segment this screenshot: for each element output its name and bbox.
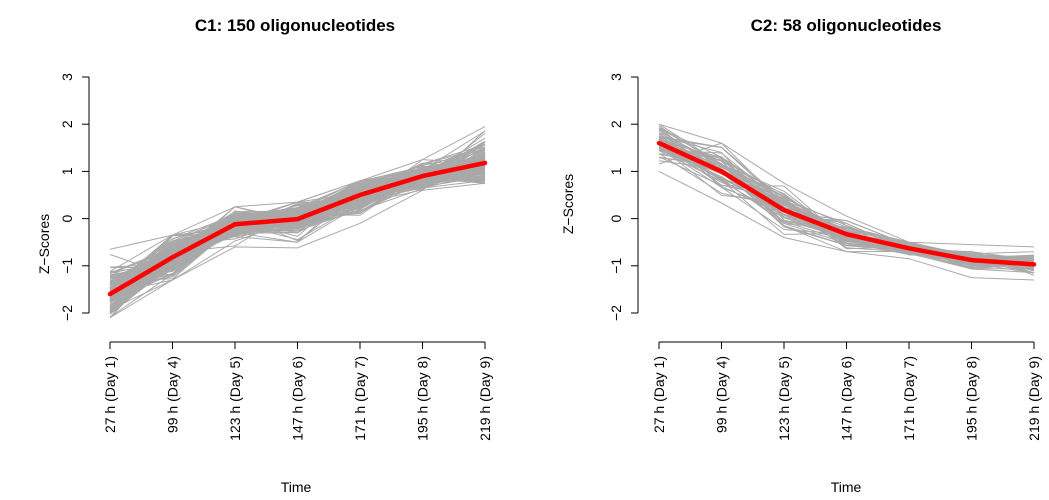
y-tick-label: 3: [59, 73, 75, 81]
x-tick-label: 171 h (Day 7): [352, 356, 368, 441]
x-tick-label: 147 h (Day 6): [839, 356, 855, 441]
x-axis-label: Time: [831, 479, 862, 495]
x-tick-label: 147 h (Day 6): [290, 356, 306, 441]
y-tick-label: 0: [59, 214, 75, 222]
x-tick-label: 171 h (Day 7): [901, 356, 917, 441]
y-tick-label: 1: [608, 167, 624, 175]
x-ticks: 27 h (Day 1) 99 h (Day 4) 123 h (Day 5) 147…: [651, 342, 1042, 441]
panel-c1: C1: 150 oligonucleotides Z−Scores Time −…: [36, 16, 493, 495]
x-tick-label: 219 h (Day 9): [477, 356, 493, 441]
y-tick-label: 2: [608, 120, 624, 128]
x-tick-label: 123 h (Day 5): [227, 356, 243, 441]
x-tick-label: 27 h (Day 1): [102, 356, 118, 433]
y-tick-label: −2: [59, 305, 75, 321]
y-ticks: −2 −1 0 1 2 3: [59, 73, 89, 321]
x-tick-label: 99 h (Day 4): [165, 356, 181, 433]
y-tick-label: −1: [608, 258, 624, 274]
x-tick-label: 27 h (Day 1): [651, 356, 667, 433]
panel-c2: C2: 58 oligonucleotides Z−Scores Time −2…: [560, 16, 1042, 495]
y-ticks: −2 −1 0 1 2 3: [608, 73, 638, 321]
y-tick-label: −1: [59, 258, 75, 274]
y-tick-label: −2: [608, 305, 624, 321]
y-axis-label: Z−Scores: [560, 174, 576, 234]
chart-title: C2: 58 oligonucleotides: [751, 16, 942, 35]
member-lines: [110, 127, 485, 318]
x-tick-label: 219 h (Day 9): [1026, 356, 1042, 441]
y-tick-label: 1: [59, 167, 75, 175]
member-lines: [659, 124, 1034, 280]
x-tick-label: 195 h (Day 8): [415, 356, 431, 441]
x-axis-label: Time: [281, 479, 312, 495]
member-series-line: [659, 128, 1034, 267]
x-tick-label: 123 h (Day 5): [776, 356, 792, 441]
x-tick-label: 99 h (Day 4): [714, 356, 730, 433]
y-tick-label: 0: [608, 214, 624, 222]
y-tick-label: 3: [608, 73, 624, 81]
chart-title: C1: 150 oligonucleotides: [195, 16, 395, 35]
y-tick-label: 2: [59, 120, 75, 128]
y-axis-label: Z−Scores: [36, 214, 52, 274]
x-ticks: 27 h (Day 1) 99 h (Day 4) 123 h (Day 5) 147…: [102, 342, 493, 441]
member-series-line: [110, 168, 485, 307]
x-tick-label: 195 h (Day 8): [964, 356, 980, 441]
